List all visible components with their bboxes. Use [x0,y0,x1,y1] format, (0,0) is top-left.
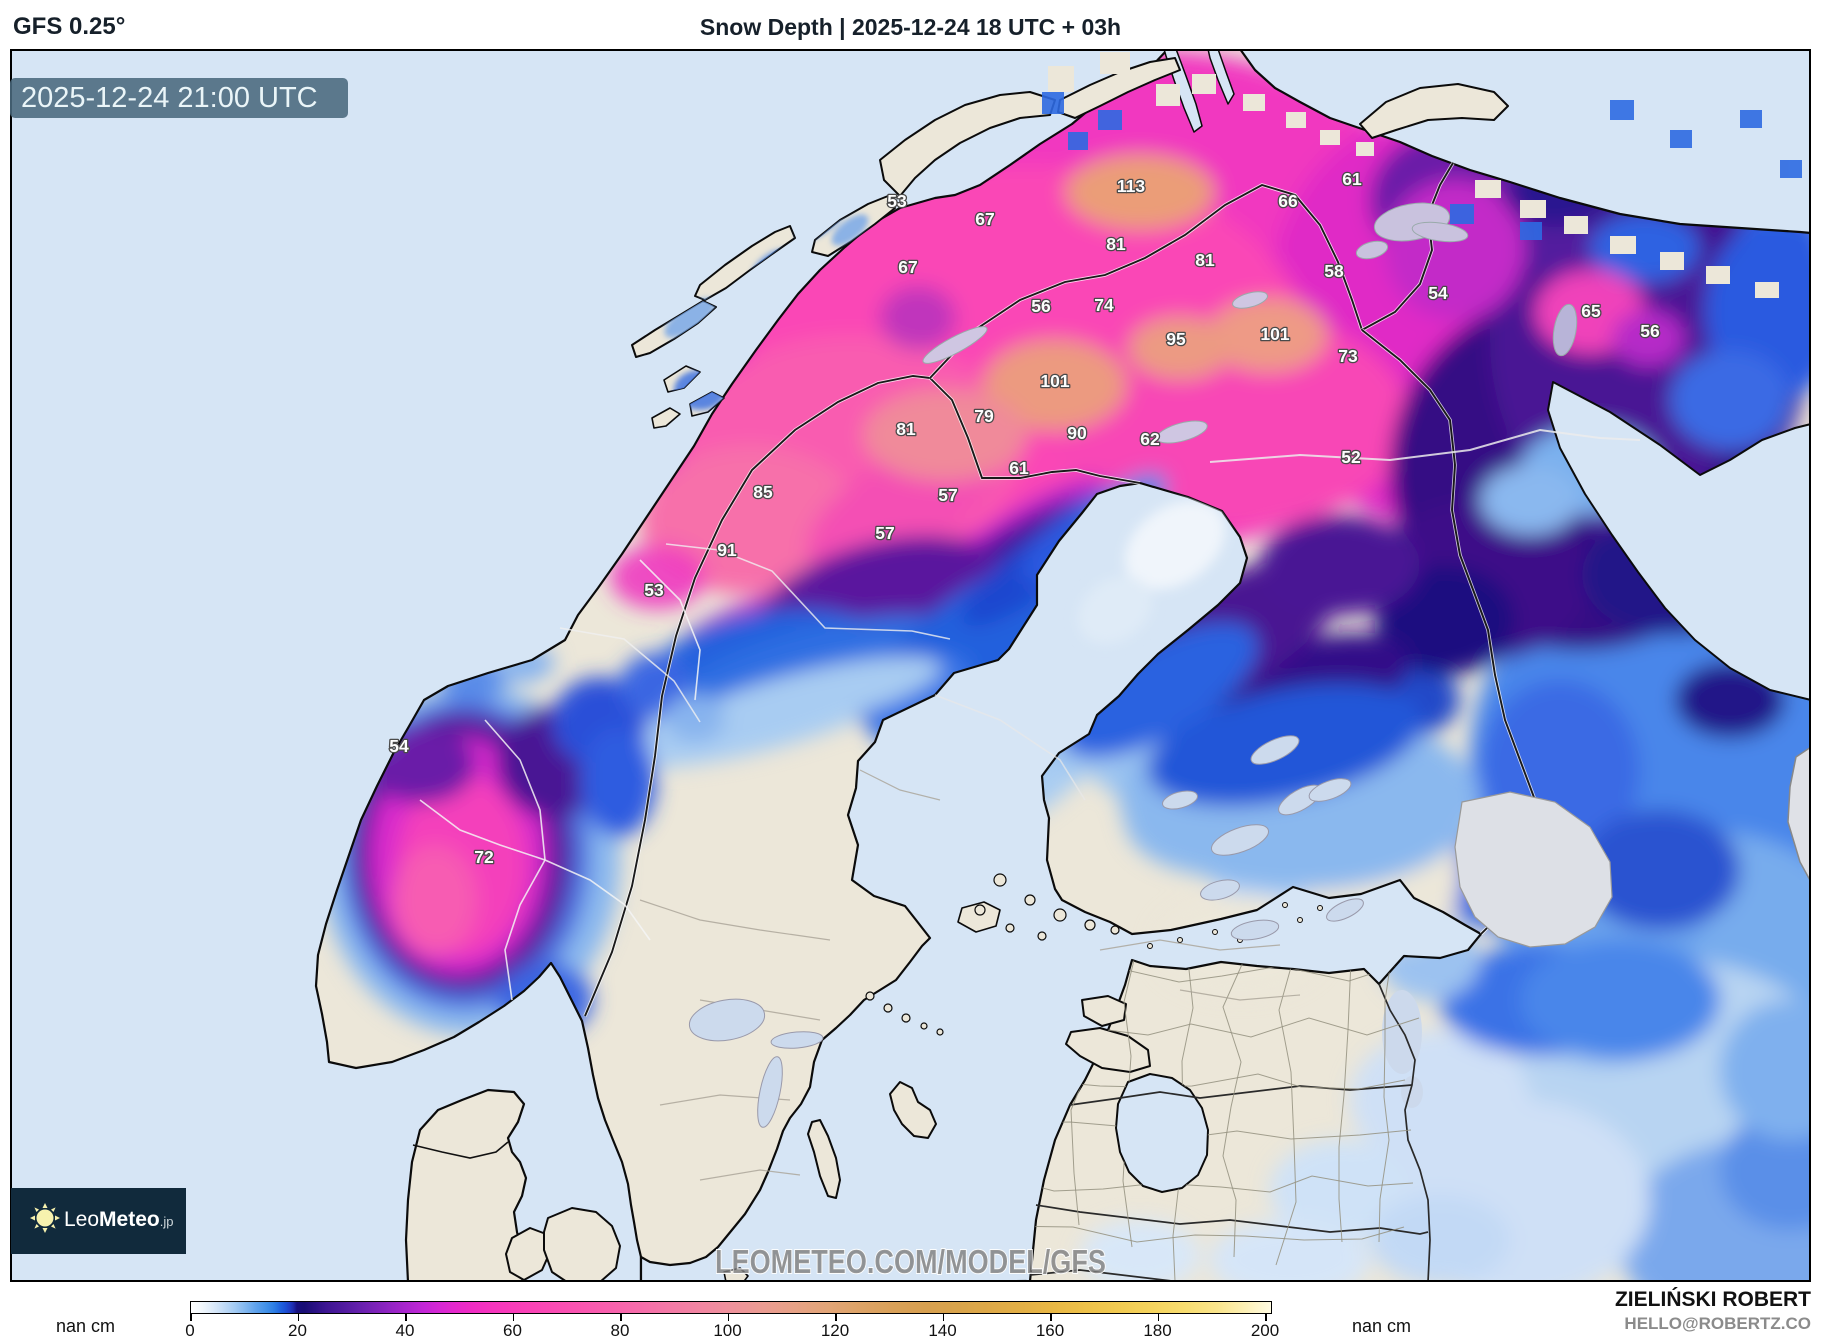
svg-text:57: 57 [938,485,957,505]
svg-text:57: 57 [875,523,894,543]
svg-text:67: 67 [975,209,994,229]
svg-text:65: 65 [1581,301,1601,321]
svg-text:81: 81 [1195,250,1215,270]
svg-text:101: 101 [1260,324,1289,344]
svg-text:53: 53 [887,191,907,211]
svg-text:54: 54 [1428,283,1448,303]
svg-text:61: 61 [1009,458,1029,478]
svg-text:91: 91 [717,540,737,560]
svg-text:113: 113 [1117,176,1145,196]
svg-text:73: 73 [1338,346,1358,366]
svg-text:66: 66 [1278,191,1298,211]
svg-text:53: 53 [644,580,664,600]
svg-text:81: 81 [896,419,916,439]
svg-text:54: 54 [389,736,409,756]
svg-text:95: 95 [1166,329,1186,349]
svg-text:74: 74 [1094,295,1114,315]
svg-text:81: 81 [1106,234,1126,254]
svg-text:58: 58 [1324,261,1344,281]
svg-text:56: 56 [1031,296,1051,316]
svg-text:72: 72 [474,847,494,867]
svg-text:61: 61 [1342,169,1362,189]
svg-text:101: 101 [1040,371,1069,391]
svg-text:79: 79 [974,406,994,426]
svg-text:56: 56 [1640,321,1660,341]
svg-text:67: 67 [898,257,917,277]
svg-text:62: 62 [1140,429,1160,449]
svg-text:52: 52 [1341,447,1361,467]
svg-text:90: 90 [1067,423,1087,443]
svg-text:85: 85 [753,482,773,502]
